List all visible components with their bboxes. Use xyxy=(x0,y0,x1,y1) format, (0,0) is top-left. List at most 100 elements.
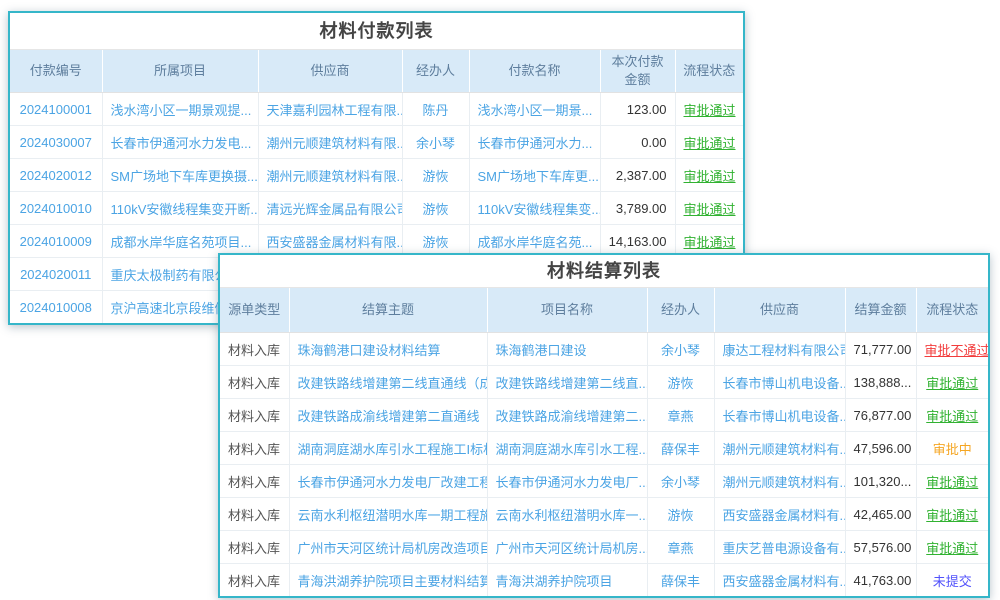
payment-id-link[interactable]: 2024010010 xyxy=(10,191,103,225)
table-row: 材料入库 云南水利枢纽潜明水库一期工程施... 云南水利枢纽潜明水库一... 游恢 西安… xyxy=(220,497,988,531)
col-header-amount: 本次付款 金额 xyxy=(599,49,675,93)
project-name-link[interactable]: 湖南洞庭湖水库引水工程... xyxy=(486,431,648,465)
supplier-link[interactable]: 西安盛器金属材料有限... xyxy=(257,224,403,258)
supplier-link[interactable]: 潮州元顺建筑材料有限... xyxy=(257,125,403,159)
project-name-link[interactable]: 改建铁路成渝线增建第二... xyxy=(486,398,648,432)
supplier-link[interactable]: 潮州元顺建筑材料有限... xyxy=(257,158,403,192)
subject-link[interactable]: 长春市伊通河水力发电厂改建工程... xyxy=(288,464,488,498)
source-type-cell: 材料入库 xyxy=(220,398,290,432)
supplier-link[interactable]: 长春市博山机电设备... xyxy=(713,398,846,432)
project-link[interactable]: SM广场地下车库更换摄... xyxy=(101,158,259,192)
payment-id-link[interactable]: 2024010008 xyxy=(10,290,103,323)
amount-cell: 2,387.00 xyxy=(599,158,676,192)
project-link[interactable]: 长春市伊通河水力发电... xyxy=(101,125,259,159)
handler-cell: 游恢 xyxy=(401,158,470,192)
subject-link[interactable]: 青海洪湖养护院项目主要材料结算 xyxy=(288,563,488,596)
status-link[interactable]: 审批通过 xyxy=(915,464,988,498)
project-name-link[interactable]: 长春市伊通河水力发电厂... xyxy=(486,464,648,498)
amount-cell: 57,576.00 xyxy=(844,530,917,564)
source-type-cell: 材料入库 xyxy=(220,365,290,399)
project-link[interactable]: 成都水岸华庭名苑项目... xyxy=(101,224,259,258)
supplier-link[interactable]: 西安盛器金属材料有... xyxy=(713,497,846,531)
payment-id-link[interactable]: 2024030007 xyxy=(10,125,103,159)
col-header-project-name: 项目名称 xyxy=(486,287,647,333)
status-link[interactable]: 审批通过 xyxy=(915,365,988,399)
project-name-link[interactable]: 改建铁路线增建第二线直... xyxy=(486,365,648,399)
project-name-link[interactable]: 云南水利枢纽潜明水库一... xyxy=(486,497,648,531)
settlement-table-body: 材料入库 珠海鹤港口建设材料结算 珠海鹤港口建设 余小琴 康达工程材料有限公司 71,77… xyxy=(220,332,988,596)
payment-name-link[interactable]: 浅水湾小区一期景... xyxy=(468,92,601,126)
status-link[interactable]: 审批通过 xyxy=(674,125,743,159)
handler-cell: 游恢 xyxy=(401,224,470,258)
table-row: 材料入库 湖南洞庭湖水库引水工程施工I标材... 湖南洞庭湖水库引水工程... 薛保丰… xyxy=(220,431,988,465)
status-link[interactable]: 审批通过 xyxy=(915,398,988,432)
source-type-cell: 材料入库 xyxy=(220,530,290,564)
settlement-table-header: 源单类型 结算主题 项目名称 经办人 供应商 结算金额 流程状态 xyxy=(220,287,988,333)
amount-cell: 14,163.00 xyxy=(599,224,676,258)
subject-link[interactable]: 广州市天河区统计局机房改造项目... xyxy=(288,530,488,564)
amount-cell: 3,789.00 xyxy=(599,191,676,225)
supplier-link[interactable]: 潮州元顺建筑材料有... xyxy=(713,464,846,498)
col-header-subject: 结算主题 xyxy=(288,287,487,333)
amount-cell: 138,888... xyxy=(844,365,917,399)
status-link[interactable]: 审批通过 xyxy=(674,92,743,126)
subject-link[interactable]: 改建铁路成渝线增建第二直通线（... xyxy=(288,398,488,432)
supplier-link[interactable]: 重庆艺普电源设备有... xyxy=(713,530,846,564)
amount-cell: 42,465.00 xyxy=(844,497,917,531)
handler-cell: 薛保丰 xyxy=(646,563,715,596)
table-row: 材料入库 珠海鹤港口建设材料结算 珠海鹤港口建设 余小琴 康达工程材料有限公司 71,77… xyxy=(220,332,988,366)
project-name-link[interactable]: 青海洪湖养护院项目 xyxy=(486,563,648,596)
supplier-link[interactable]: 天津嘉利园林工程有限... xyxy=(257,92,403,126)
payment-id-link[interactable]: 2024100001 xyxy=(10,92,103,126)
status-link[interactable]: 审批通过 xyxy=(674,191,743,225)
settlement-table: 源单类型 结算主题 项目名称 经办人 供应商 结算金额 流程状态 材料入库 珠海鹤… xyxy=(220,287,988,596)
supplier-link[interactable]: 清远光辉金属品有限公司 xyxy=(257,191,403,225)
status-link[interactable]: 未提交 xyxy=(915,563,988,596)
project-name-link[interactable]: 广州市天河区统计局机房... xyxy=(486,530,648,564)
col-header-project: 所属项目 xyxy=(101,49,258,93)
handler-cell: 余小琴 xyxy=(646,464,715,498)
table-row: 2024010009 成都水岸华庭名苑项目... 西安盛器金属材料有限... 游恢 成都… xyxy=(10,224,743,258)
status-link[interactable]: 审批通过 xyxy=(915,497,988,531)
table-row: 材料入库 青海洪湖养护院项目主要材料结算 青海洪湖养护院项目 薛保丰 西安盛器金属材料有… xyxy=(220,563,988,596)
supplier-link[interactable]: 潮州元顺建筑材料有... xyxy=(713,431,846,465)
payment-id-link[interactable]: 2024020012 xyxy=(10,158,103,192)
amount-cell: 76,877.00 xyxy=(844,398,917,432)
payment-name-link[interactable]: 长春市伊通河水力... xyxy=(468,125,601,159)
payment-id-link[interactable]: 2024010009 xyxy=(10,224,103,258)
payment-id-link[interactable]: 2024020011 xyxy=(10,257,103,291)
subject-link[interactable]: 云南水利枢纽潜明水库一期工程施... xyxy=(288,497,488,531)
status-link[interactable]: 审批中 xyxy=(915,431,988,465)
handler-cell: 章燕 xyxy=(646,530,715,564)
col-header-handler: 经办人 xyxy=(646,287,714,333)
supplier-link[interactable]: 康达工程材料有限公司 xyxy=(713,332,846,366)
supplier-link[interactable]: 长春市博山机电设备... xyxy=(713,365,846,399)
subject-link[interactable]: 改建铁路线增建第二线直通线（成... xyxy=(288,365,488,399)
subject-link[interactable]: 湖南洞庭湖水库引水工程施工I标材... xyxy=(288,431,488,465)
payment-table-header: 付款编号 所属项目 供应商 经办人 付款名称 本次付款 金额 流程状态 xyxy=(10,49,743,93)
payment-name-link[interactable]: 110kV安徽线程集变... xyxy=(468,191,601,225)
project-link[interactable]: 浅水湾小区一期景观提... xyxy=(101,92,259,126)
status-link[interactable]: 审批通过 xyxy=(674,158,743,192)
status-link[interactable]: 审批通过 xyxy=(915,530,988,564)
amount-cell: 71,777.00 xyxy=(844,332,917,366)
project-link[interactable]: 110kV安徽线程集变开断... xyxy=(101,191,259,225)
status-link[interactable]: 审批不通过 xyxy=(915,332,988,366)
source-type-cell: 材料入库 xyxy=(220,464,290,498)
col-header-payment-name: 付款名称 xyxy=(468,49,600,93)
source-type-cell: 材料入库 xyxy=(220,497,290,531)
table-row: 2024100001 浅水湾小区一期景观提... 天津嘉利园林工程有限... 陈丹 浅水… xyxy=(10,92,743,126)
amount-cell: 0.00 xyxy=(599,125,676,159)
status-link[interactable]: 审批通过 xyxy=(674,224,743,258)
project-name-link[interactable]: 珠海鹤港口建设 xyxy=(486,332,648,366)
amount-cell: 41,763.00 xyxy=(844,563,917,596)
subject-link[interactable]: 珠海鹤港口建设材料结算 xyxy=(288,332,488,366)
payment-name-link[interactable]: SM广场地下车库更... xyxy=(468,158,601,192)
col-header-status: 流程状态 xyxy=(915,287,988,333)
table-row: 材料入库 长春市伊通河水力发电厂改建工程... 长春市伊通河水力发电厂... 余小琴潮… xyxy=(220,464,988,498)
amount-cell: 123.00 xyxy=(599,92,676,126)
table-row: 材料入库 改建铁路线增建第二线直通线（成... 改建铁路线增建第二线直... 游恢 长春… xyxy=(220,365,988,399)
supplier-link[interactable]: 西安盛器金属材料有... xyxy=(713,563,846,596)
col-header-handler: 经办人 xyxy=(401,49,469,93)
table-row: 2024010010 110kV安徽线程集变开断... 清远光辉金属品有限公司 游恢 1… xyxy=(10,191,743,225)
